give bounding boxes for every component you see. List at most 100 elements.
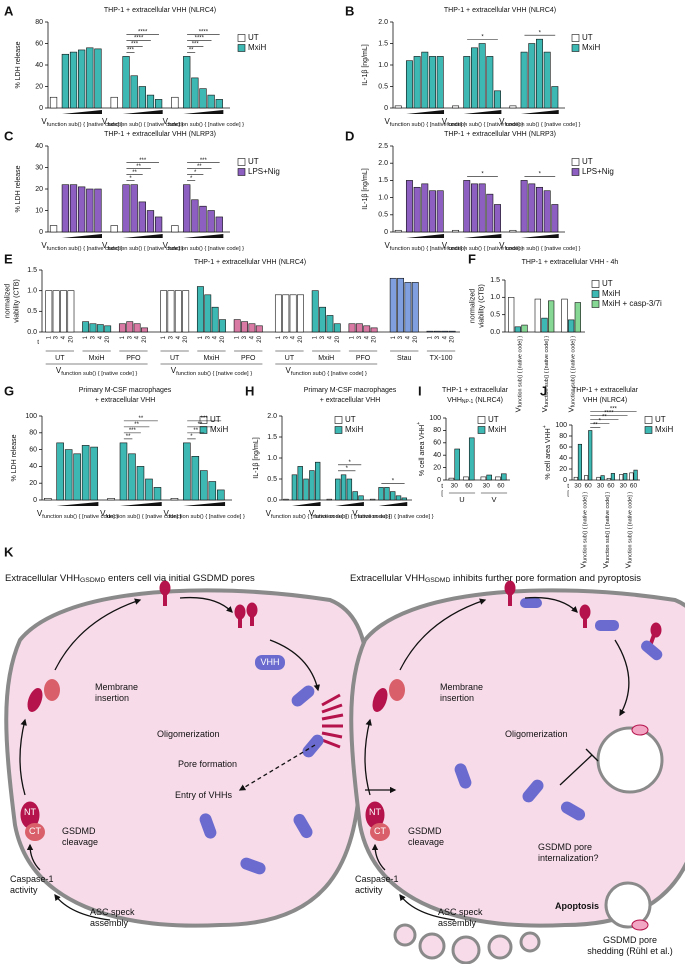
chart-title: Primary M-CSF macrophages [304,387,397,394]
bar [478,183,486,233]
time-label: 4 [327,335,333,339]
set-label: UT [170,355,180,362]
diagram-label-part: Caspase-1 [355,874,399,884]
diagram-label-part: shedding (Rühl et al.) [587,946,673,956]
panel-letter: E [4,251,13,266]
y-tick-label: 40 [35,62,43,69]
significance: ** [134,422,139,428]
diagram-label-part: Entry of VHHs [175,790,233,800]
time-label: 20 [335,335,341,342]
chart-title: THP-1 + extracellular VHH (NLRP3) [444,131,556,138]
legend-label: UT [210,415,221,424]
y-tick-label: 40 [29,463,37,470]
group-label-part: V [384,117,390,126]
bar [568,319,575,333]
bar [89,323,97,333]
bleb [393,923,417,947]
bar [217,489,225,501]
bar [411,282,419,333]
bar [183,184,191,233]
legend-swatch [237,34,246,42]
y-tick-label: 1.0 [27,288,37,295]
bar [495,476,501,481]
time-label: 20 [257,335,263,342]
chart-title-part: (NLRC4) [473,397,503,404]
time-axis-label-part: t [37,339,39,346]
bar [551,86,559,109]
bar [413,56,421,109]
concentration-wedge [62,234,103,238]
diagram-label: cleavage [62,837,98,847]
pore-subunit [321,713,344,721]
vhh-pill [255,655,285,670]
y-tick-label: 1.5 [27,267,37,274]
significance: * [346,466,349,472]
bar [167,290,175,333]
bar [311,290,319,333]
vesicle [596,726,664,794]
diagram-label-part: activity [10,885,38,895]
group-label: Vfunction sub() { [native code] } [567,336,577,413]
chart-title: + extracellular VHH [95,397,156,404]
gsdmd-proteins [20,580,662,829]
time-label: 20 [220,335,226,342]
chart-title: VHH (NLRC4) [583,397,627,404]
bar [463,476,469,481]
time-axis-label-part: [ [441,490,443,497]
group-label-part: function sub() { [native code] } [447,246,523,252]
bar [633,469,638,481]
bar [335,478,341,501]
bar [61,184,70,233]
group-label-part: V [499,117,505,126]
vhh-pill [199,813,217,839]
group-label-rot: Vfunction sub() { [native code] } [567,336,577,413]
chart-title-part: NP-1 [462,399,474,405]
bleb [451,935,481,964]
chart-title-part: Primary M-CSF macrophages [304,387,397,394]
bar [577,443,582,481]
y-tick-label: 20 [433,464,441,471]
time-label: 20 [68,335,74,342]
group-label-part: function sub() { [native code] } [504,246,580,252]
diagram-label: internalization? [538,853,599,863]
diagram-label-part: Oligomerization [157,729,220,739]
panel-letter: H [245,383,254,398]
arrow [269,639,321,692]
group-label-part: V [163,241,169,250]
chart-title: THP-1 + extracellular VHH (NLRC4) [444,7,556,14]
y-label: % LDH release [15,165,22,212]
group-label-part: function sub() { [native code] } [605,492,611,564]
y-tick-label: 0.5 [490,312,500,319]
bar [191,77,199,109]
protein-head [504,580,516,596]
arrow [524,596,578,613]
panel-letter: I [418,383,422,398]
bar [110,225,118,233]
diagram-label: Entry of VHHs [175,790,233,800]
chart-title-part: THP-1 + extracellular VHH (NLRP3) [104,131,216,138]
diagram-label-part: ASC speck [438,907,483,917]
bar [429,190,436,233]
bar [110,96,118,109]
vhh-pill [293,813,313,839]
bar [319,306,326,333]
concentration-wedge [122,110,163,114]
group-label-part: V [384,241,390,250]
bar [394,229,402,233]
group-label: Vfunction sub() { [native code] } [499,117,580,127]
group-label: Vfunction sub() { [native code] } [100,509,181,519]
legend-swatch [237,44,246,52]
bar [183,442,191,501]
bar [248,323,256,333]
diagram-label: ASC speck [90,907,135,917]
bar [130,184,138,233]
group-label-part: U [459,495,464,504]
y-tick-label: 0 [384,105,388,112]
diagram-label-part: cleavage [408,837,444,847]
chart-title-part: Primary M-CSF macrophages [79,387,172,394]
time-label: 1 [161,335,167,339]
y-tick-label: 60 [29,446,37,453]
y-axis-label: viability (CTB) [478,284,485,328]
cell-left [4,588,371,928]
time-label: 4 [213,335,219,339]
